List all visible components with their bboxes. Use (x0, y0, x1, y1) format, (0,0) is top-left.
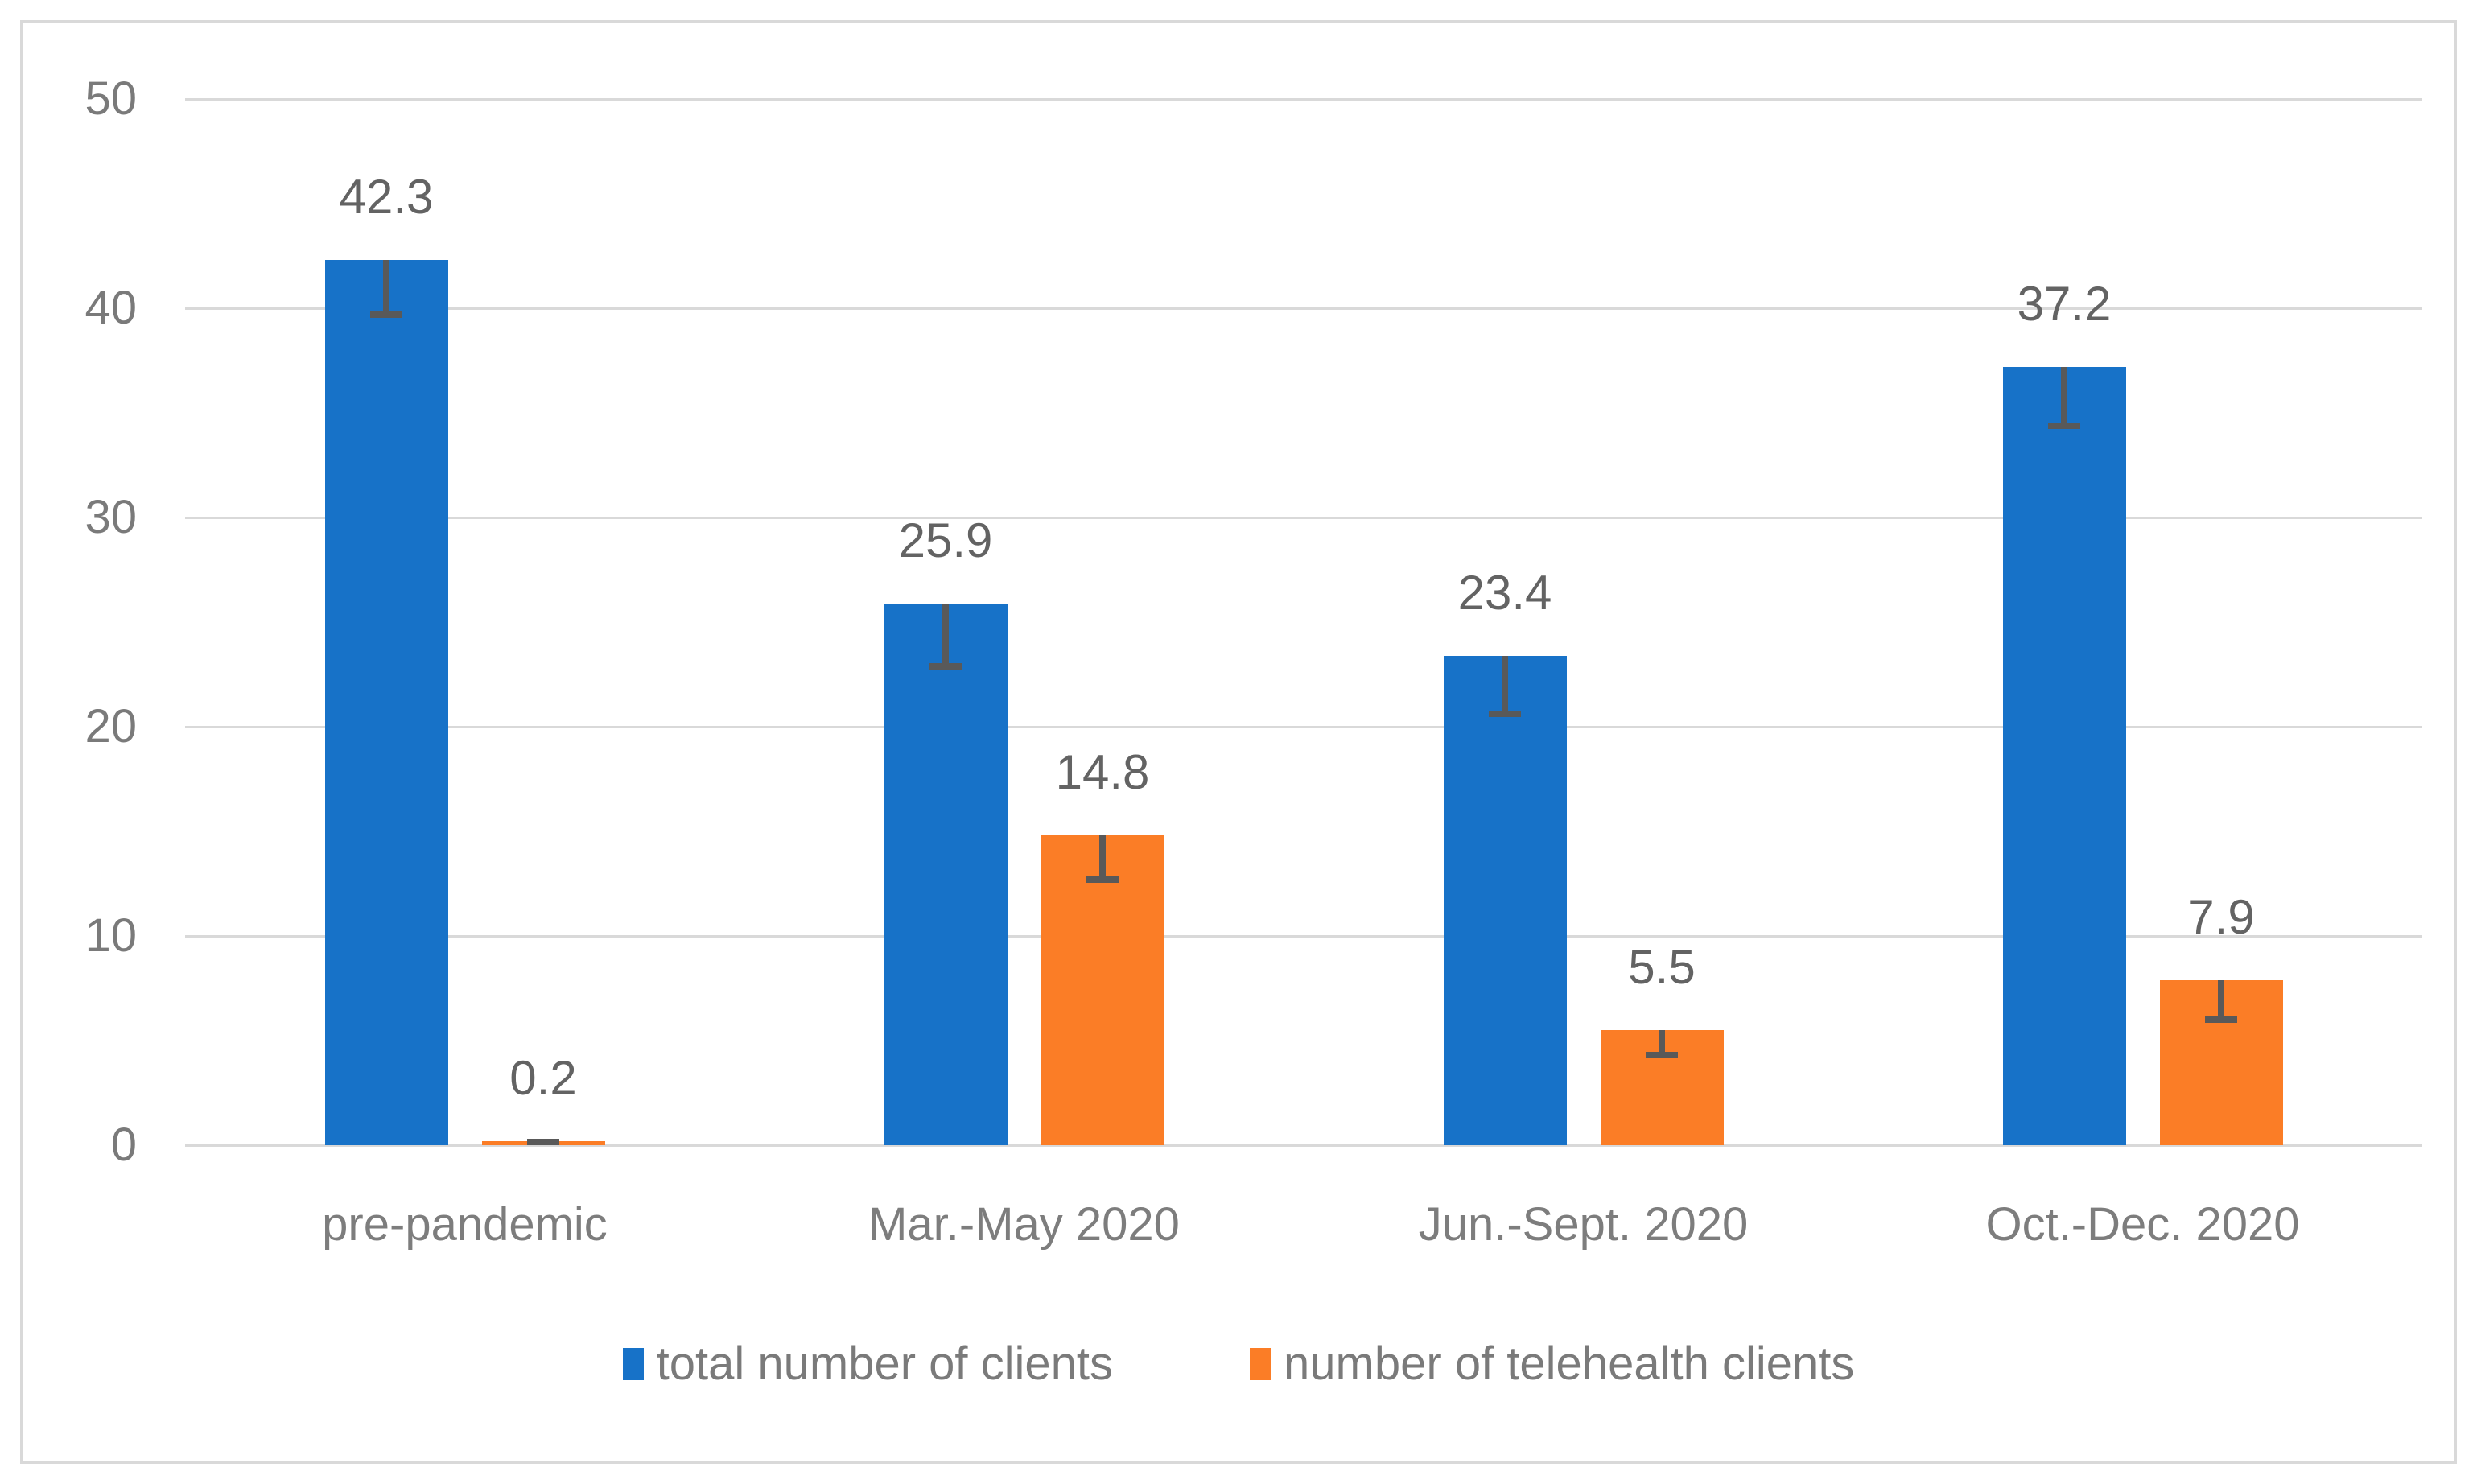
legend-item-total-clients: total number of clients (622, 1338, 1114, 1391)
x-axis-label-jun-sept-2020: Jun.-Sept. 2020 (1418, 1198, 1749, 1251)
gridline-0 (185, 1144, 2422, 1147)
y-tick-label-10: 10 (84, 909, 137, 962)
y-tick-label-40: 40 (84, 282, 137, 334)
error-bar-cap-total-number-of-clients-pre-pandemic (370, 311, 402, 318)
error-bar-cap-total-number-of-clients-oct-dec-2020 (2048, 422, 2080, 429)
gridline-10 (185, 934, 2422, 938)
error-bar-cap-number-of-telehealth-clients-jun-sept-2020 (1646, 1052, 1678, 1059)
bar-total-number-of-clients-oct-dec-2020 (2002, 366, 2126, 1145)
x-axis-label-pre-pandemic: pre-pandemic (322, 1198, 608, 1251)
error-bar-total-number-of-clients-mar-may-2020 (942, 603, 949, 666)
error-bar-total-number-of-clients-oct-dec-2020 (2061, 366, 2067, 426)
bar-number-of-telehealth-clients-mar-may-2020 (1041, 835, 1164, 1145)
legend-item-telehealth-clients: number of telehealth clients (1250, 1338, 1854, 1391)
legend-label-total-clients: total number of clients (656, 1338, 1114, 1390)
bar-total-number-of-clients-pre-pandemic (324, 260, 448, 1145)
data-label-total-number-of-clients-jun-sept-2020: 23.4 (1457, 565, 1552, 620)
legend-swatch-telehealth-clients (1250, 1348, 1271, 1380)
y-tick-label-20: 20 (84, 700, 137, 752)
y-tick-label-50: 50 (84, 72, 137, 125)
data-label-number-of-telehealth-clients-mar-may-2020: 14.8 (1055, 745, 1150, 800)
error-bar-number-of-telehealth-clients-mar-may-2020 (1099, 835, 1106, 880)
error-bar-cap-number-of-telehealth-clients-oct-dec-2020 (2205, 1016, 2237, 1023)
error-bar-number-of-telehealth-clients-oct-dec-2020 (2218, 979, 2224, 1020)
data-label-total-number-of-clients-oct-dec-2020: 37.2 (2017, 276, 2112, 331)
legend: total number of clients number of telehe… (0, 1338, 2477, 1391)
bar-total-number-of-clients-jun-sept-2020 (1443, 655, 1567, 1145)
data-label-number-of-telehealth-clients-pre-pandemic: 0.2 (509, 1050, 577, 1105)
plot-area: 42.3 0.2 25.9 14.8 23.4 5.5 37.2 7.9 (185, 97, 2422, 1147)
data-label-total-number-of-clients-pre-pandemic: 42.3 (339, 170, 434, 225)
gridline-20 (185, 725, 2422, 728)
data-label-number-of-telehealth-clients-jun-sept-2020: 5.5 (1628, 940, 1696, 994)
data-label-number-of-telehealth-clients-oct-dec-2020: 7.9 (2187, 889, 2255, 944)
gridline-50 (185, 97, 2422, 101)
legend-swatch-total-clients (622, 1348, 644, 1380)
bar-total-number-of-clients-mar-may-2020 (884, 603, 1008, 1145)
error-bar-total-number-of-clients-pre-pandemic (383, 260, 389, 315)
x-axis-label-mar-may-2020: Mar.-May 2020 (868, 1198, 1180, 1251)
gridline-40 (185, 307, 2422, 310)
error-bar-total-number-of-clients-jun-sept-2020 (1502, 655, 1508, 715)
gridline-30 (185, 516, 2422, 519)
x-axis-label-oct-dec-2020: Oct.-Dec. 2020 (1985, 1198, 2300, 1251)
error-bar-cap-number-of-telehealth-clients-mar-may-2020 (1086, 876, 1119, 883)
y-tick-label-0: 0 (110, 1119, 137, 1171)
error-bar-cap-total-number-of-clients-jun-sept-2020 (1489, 711, 1521, 718)
error-bar-cap-total-number-of-clients-mar-may-2020 (929, 662, 962, 670)
error-bar-cap-number-of-telehealth-clients-pre-pandemic (527, 1139, 559, 1145)
data-label-total-number-of-clients-mar-may-2020: 25.9 (898, 513, 993, 567)
legend-label-telehealth-clients: number of telehealth clients (1284, 1338, 1855, 1390)
error-bar-number-of-telehealth-clients-jun-sept-2020 (1659, 1030, 1665, 1056)
y-tick-label-30: 30 (84, 491, 137, 543)
